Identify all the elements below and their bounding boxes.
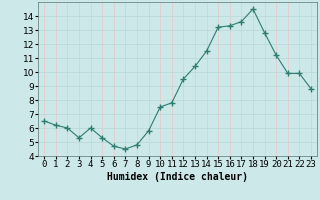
- X-axis label: Humidex (Indice chaleur): Humidex (Indice chaleur): [107, 172, 248, 182]
